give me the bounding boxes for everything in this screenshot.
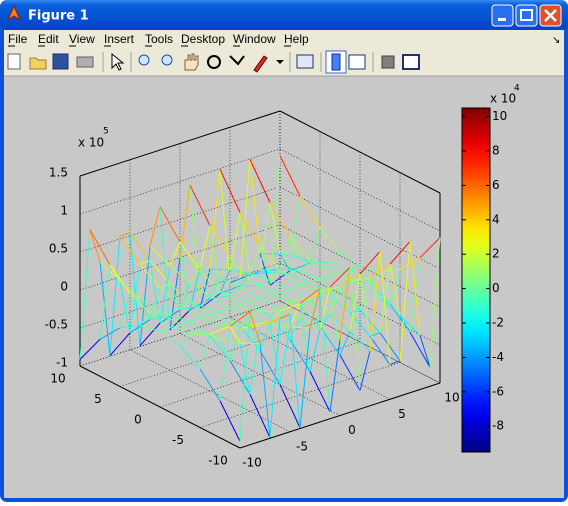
save-icon[interactable] — [53, 54, 68, 69]
y-tick-label: -10 — [208, 454, 228, 468]
show-tools-icon[interactable] — [403, 55, 419, 69]
colorbar-tick-label: 2 — [492, 247, 500, 261]
maximize-button[interactable] — [516, 5, 537, 26]
colorbar-tick-label: 6 — [492, 178, 500, 192]
x-tick-label: -5 — [296, 439, 308, 453]
y-tick-label: 10 — [50, 372, 65, 386]
menu-arrow: ↘ — [552, 35, 560, 46]
print-icon[interactable] — [77, 57, 93, 67]
minimize-button[interactable] — [492, 5, 513, 26]
colorbar-multiplier-exponent: 4 — [514, 84, 520, 94]
colorbar-tick-label: -6 — [492, 384, 504, 398]
z-tick-label: -1 — [56, 356, 68, 370]
y-tick-label: 0 — [134, 413, 142, 427]
legend-icon[interactable] — [349, 55, 365, 69]
z-tick-label: 0 — [60, 280, 68, 294]
x-tick-label: 10 — [444, 391, 459, 405]
colorbar-multiplier: x 10 — [490, 92, 516, 106]
minimize-glyph — [498, 18, 506, 21]
x-tick-label: 0 — [348, 423, 356, 437]
zoom-out-icon[interactable] — [162, 55, 172, 65]
z-multiplier-exponent: 5 — [103, 127, 109, 137]
z-tick-label: 1.5 — [49, 166, 68, 180]
x-tick-label: 5 — [398, 407, 406, 421]
z-tick-label: -0.5 — [45, 318, 68, 332]
z-multiplier: x 10 — [78, 136, 104, 150]
colorbar-tick-label: 4 — [492, 212, 500, 226]
colorbar-tick-label: 10 — [492, 109, 507, 123]
colorbar — [462, 108, 490, 452]
x-tick-label: -10 — [242, 456, 262, 470]
menu-item[interactable]: View — [69, 32, 95, 46]
menu-item[interactable]: Tools — [145, 32, 173, 46]
window-title: Figure 1 — [28, 9, 89, 24]
zoom-in-icon[interactable] — [139, 55, 149, 65]
colorbar-glyph — [332, 54, 340, 70]
window-buttons[interactable] — [492, 5, 561, 26]
colorbar-tick-label: -2 — [492, 316, 504, 330]
menu-item[interactable]: Window — [233, 32, 276, 46]
z-tick-label: 0.5 — [49, 242, 68, 256]
link-icon[interactable] — [297, 55, 313, 68]
menu-items[interactable]: File Edit View Insert Tools Desktop Window Help — [8, 32, 309, 46]
y-tick-label: -5 — [172, 433, 184, 447]
colorbar-tick-label: -4 — [492, 350, 504, 364]
y-tick-label: 5 — [94, 392, 102, 406]
menu-item[interactable]: Insert — [104, 32, 135, 46]
menu-item[interactable]: Desktop — [181, 32, 225, 46]
hide-tools-icon[interactable] — [382, 56, 394, 68]
colorbar-tick-label: -8 — [492, 419, 504, 433]
menu-item[interactable]: File — [8, 32, 28, 46]
colorbar-tick-label: 8 — [492, 144, 500, 158]
z-tick-label: 1 — [60, 204, 68, 218]
open-icon[interactable] — [30, 58, 46, 69]
colorbar-tick-label: 0 — [492, 281, 500, 295]
menu-item[interactable]: Edit — [38, 32, 59, 46]
new-icon[interactable] — [8, 54, 20, 69]
menu-item[interactable]: Help — [284, 32, 309, 46]
